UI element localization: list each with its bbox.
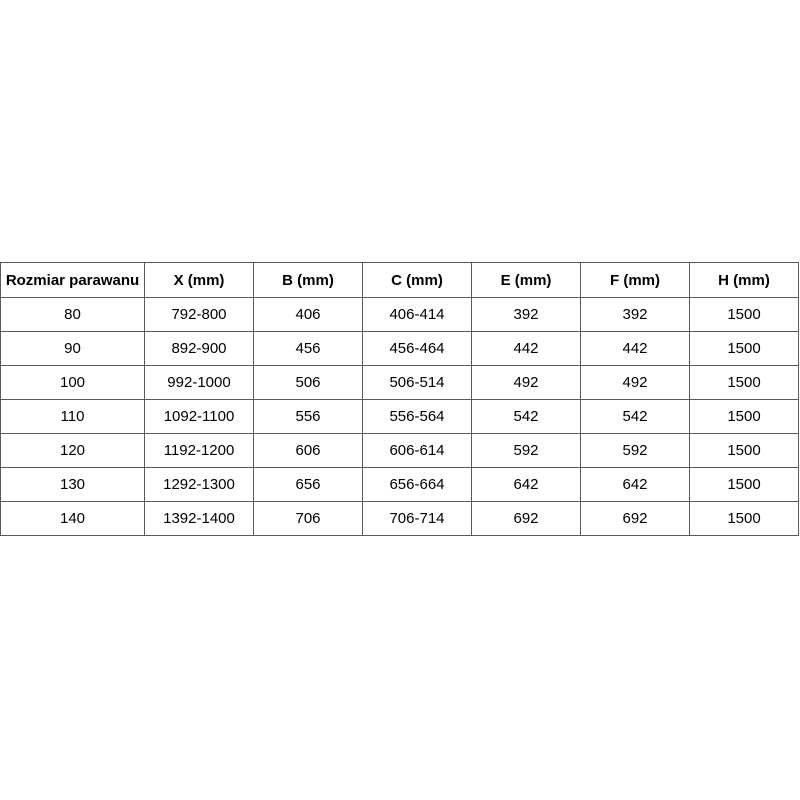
column-header: B (mm) — [253, 262, 363, 298]
table-cell: 592 — [580, 433, 690, 468]
table-row: 140 1392-1400 706 706-714 692 692 1500 — [0, 501, 799, 536]
column-header: Rozmiar parawanu — [0, 262, 145, 298]
table-cell: 892-900 — [144, 331, 254, 366]
table-cell: 556 — [253, 399, 363, 434]
table-cell: 706-714 — [362, 501, 472, 536]
table-cell: 606 — [253, 433, 363, 468]
table-cell: 992-1000 — [144, 365, 254, 400]
table-cell: 656 — [253, 467, 363, 502]
table-cell: 100 — [0, 365, 145, 400]
table-cell: 406 — [253, 297, 363, 332]
table-cell: 442 — [580, 331, 690, 366]
table-cell: 642 — [471, 467, 581, 502]
column-header: E (mm) — [471, 262, 581, 298]
table-cell: 592 — [471, 433, 581, 468]
table-row: 130 1292-1300 656 656-664 642 642 1500 — [0, 467, 799, 502]
table-cell: 1392-1400 — [144, 501, 254, 536]
table-cell: 692 — [471, 501, 581, 536]
table-cell: 1192-1200 — [144, 433, 254, 468]
table-cell: 506-514 — [362, 365, 472, 400]
table-cell: 392 — [471, 297, 581, 332]
table-cell: 140 — [0, 501, 145, 536]
table-cell: 492 — [471, 365, 581, 400]
column-header: F (mm) — [580, 262, 690, 298]
table-cell: 556-564 — [362, 399, 472, 434]
table-cell: 442 — [471, 331, 581, 366]
table-cell: 1500 — [689, 297, 799, 332]
table-cell: 1500 — [689, 467, 799, 502]
table-cell: 1500 — [689, 365, 799, 400]
table-cell: 406-414 — [362, 297, 472, 332]
table-body: 80 792-800 406 406-414 392 392 1500 90 892-900 45… — [0, 297, 799, 536]
table-cell: 492 — [580, 365, 690, 400]
table-cell: 1500 — [689, 501, 799, 536]
table-cell: 1500 — [689, 399, 799, 434]
table-cell: 1292-1300 — [144, 467, 254, 502]
table-row: 100 992-1000 506 506-514 492 492 1500 — [0, 365, 799, 400]
table-cell: 456-464 — [362, 331, 472, 366]
header-row: Rozmiar parawanu X (mm) B (mm) C (mm) E (mm)… — [0, 262, 799, 298]
table-cell: 642 — [580, 467, 690, 502]
table-cell: 506 — [253, 365, 363, 400]
column-header: C (mm) — [362, 262, 472, 298]
table-cell: 110 — [0, 399, 145, 434]
table-cell: 392 — [580, 297, 690, 332]
table-cell: 1092-1100 — [144, 399, 254, 434]
table-row: 90 892-900 456 456-464 442 442 1500 — [0, 331, 799, 366]
table-cell: 120 — [0, 433, 145, 468]
table-cell: 792-800 — [144, 297, 254, 332]
column-header: X (mm) — [144, 262, 254, 298]
dimensions-table: Rozmiar parawanu X (mm) B (mm) C (mm) E (mm)… — [0, 262, 799, 536]
table-cell: 80 — [0, 297, 145, 332]
table-cell: 90 — [0, 331, 145, 366]
table-cell: 1500 — [689, 331, 799, 366]
table-row: 120 1192-1200 606 606-614 592 592 1500 — [0, 433, 799, 468]
table-cell: 130 — [0, 467, 145, 502]
table-cell: 656-664 — [362, 467, 472, 502]
table-cell: 542 — [580, 399, 690, 434]
table-cell: 706 — [253, 501, 363, 536]
table-cell: 542 — [471, 399, 581, 434]
table-row: 80 792-800 406 406-414 392 392 1500 — [0, 297, 799, 332]
table-row: 110 1092-1100 556 556-564 542 542 1500 — [0, 399, 799, 434]
column-header: H (mm) — [689, 262, 799, 298]
table-cell: 1500 — [689, 433, 799, 468]
table-cell: 692 — [580, 501, 690, 536]
table-cell: 456 — [253, 331, 363, 366]
table-cell: 606-614 — [362, 433, 472, 468]
